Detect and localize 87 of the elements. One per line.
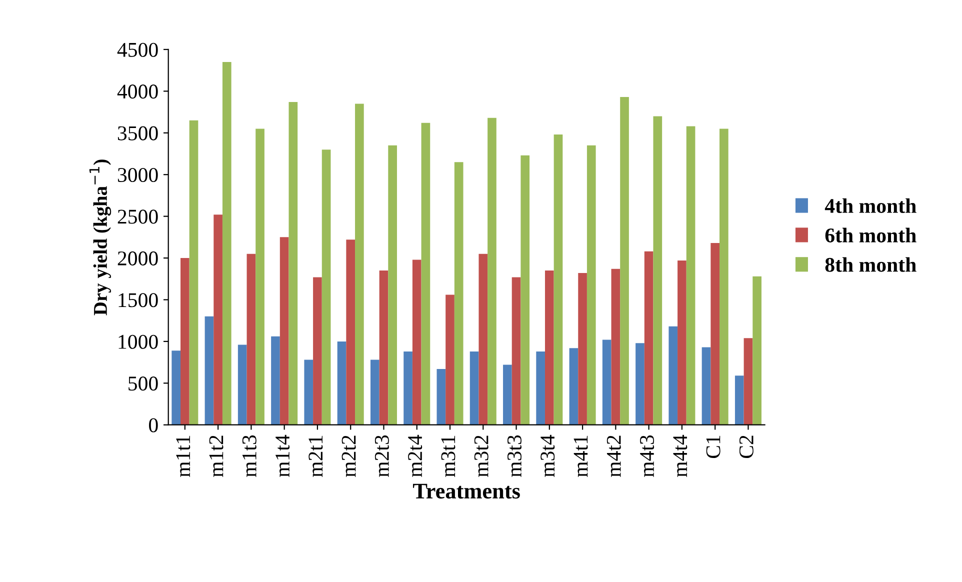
- y-tick-label: 1000: [118, 334, 158, 349]
- y-tick-label: 2500: [118, 210, 158, 224]
- x-tick-label: m2t1: [308, 436, 323, 477]
- bar: [204, 316, 214, 425]
- y-tick-label: 3000: [118, 168, 158, 182]
- y-tick-label: 4000: [117, 84, 158, 99]
- bar: [222, 62, 232, 425]
- bar: [355, 104, 364, 425]
- bar: [578, 273, 587, 425]
- bar: [668, 326, 678, 425]
- bar: [180, 258, 190, 425]
- y-tick-label: 1500: [118, 293, 158, 308]
- bar: [644, 251, 654, 425]
- bar: [189, 120, 198, 425]
- x-tick-label: m3t1: [441, 436, 456, 477]
- bar: [720, 128, 728, 425]
- bar: [280, 237, 289, 425]
- y-tick-label: 0: [149, 418, 158, 432]
- y-tick-label: 500: [128, 376, 158, 391]
- bar: [611, 268, 620, 425]
- legend-label: 6th month: [825, 228, 916, 242]
- bar: [503, 364, 512, 425]
- bar: [554, 134, 563, 425]
- x-tick-label: C2: [739, 436, 754, 458]
- x-tick-label: m4t1: [574, 436, 588, 477]
- legend-label: 4th month: [824, 198, 916, 214]
- x-tick-label: m2t2: [342, 436, 356, 477]
- x-tick-label: m4t3: [640, 435, 654, 477]
- bar: [322, 150, 331, 425]
- bar: [256, 128, 264, 425]
- y-tick-label: 4500: [117, 42, 158, 57]
- bar: [744, 338, 753, 425]
- y-tick-label: 2000: [118, 251, 158, 266]
- bar: [586, 145, 596, 425]
- bar: [271, 336, 280, 425]
- x-tick-label: m3t3: [507, 435, 522, 477]
- bar: [636, 343, 644, 425]
- bar: [421, 122, 430, 425]
- bar: [346, 240, 356, 425]
- x-tick-label: m1t2: [209, 436, 224, 477]
- x-tick-label: m1t3: [242, 435, 256, 477]
- bar: [388, 145, 397, 425]
- bar: [488, 118, 496, 425]
- bar: [734, 376, 744, 425]
- bar: [686, 126, 696, 425]
- bar: [379, 270, 388, 425]
- x-tick-label: m1t4: [276, 434, 290, 477]
- bar: [288, 102, 298, 425]
- bar: [569, 348, 578, 425]
- x-tick-label: m4t4: [673, 434, 688, 477]
- bar: [710, 243, 720, 425]
- bar: [404, 351, 412, 425]
- bar: [446, 294, 454, 425]
- bar: [246, 254, 256, 425]
- bar: [304, 360, 314, 425]
- bar: [470, 351, 479, 425]
- x-tick-label: m2t3: [374, 435, 389, 477]
- y-axis-title: Dry yield (kgha$^{−1}$): [89, 160, 112, 316]
- bar: [512, 277, 521, 425]
- bar: [337, 341, 346, 425]
- bar: [653, 116, 662, 425]
- bar: [702, 347, 711, 425]
- x-tick-label: m2t4: [408, 434, 422, 477]
- x-axis-title: Treatments: [413, 484, 520, 499]
- bar: [620, 97, 629, 425]
- x-tick-label: C1: [706, 436, 720, 458]
- x-tick-label: m3t4: [540, 434, 555, 477]
- bar: [238, 344, 247, 425]
- bar: [412, 260, 422, 425]
- bar: [602, 340, 612, 425]
- bar: [520, 155, 530, 425]
- bar: [370, 360, 380, 425]
- bar: [536, 351, 545, 425]
- x-tick-label: m1t1: [176, 436, 190, 477]
- bar: [678, 260, 686, 425]
- bar: [454, 162, 464, 425]
- x-tick-label: m3t2: [474, 436, 488, 477]
- bar: [544, 270, 554, 425]
- legend-label: 8th month: [825, 257, 916, 272]
- bar: [214, 214, 222, 425]
- bar: [172, 350, 180, 425]
- bar: [752, 276, 762, 425]
- bar: [313, 277, 322, 425]
- x-tick-label: m4t2: [606, 436, 621, 477]
- y-tick-label: 3500: [118, 126, 158, 140]
- bar: [478, 254, 488, 425]
- bar: [436, 368, 446, 425]
